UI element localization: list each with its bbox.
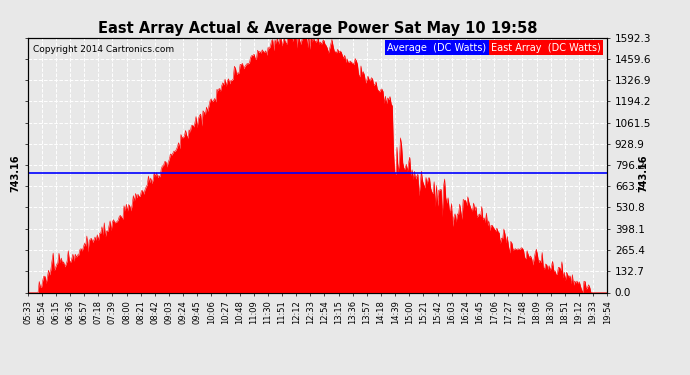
Text: East Array  (DC Watts): East Array (DC Watts): [491, 43, 601, 52]
Text: 743.16: 743.16: [10, 155, 21, 192]
Text: Average  (DC Watts): Average (DC Watts): [387, 43, 486, 52]
Text: 743.16: 743.16: [639, 155, 649, 192]
Title: East Array Actual & Average Power Sat May 10 19:58: East Array Actual & Average Power Sat Ma…: [98, 21, 537, 36]
Text: Copyright 2014 Cartronics.com: Copyright 2014 Cartronics.com: [33, 45, 175, 54]
